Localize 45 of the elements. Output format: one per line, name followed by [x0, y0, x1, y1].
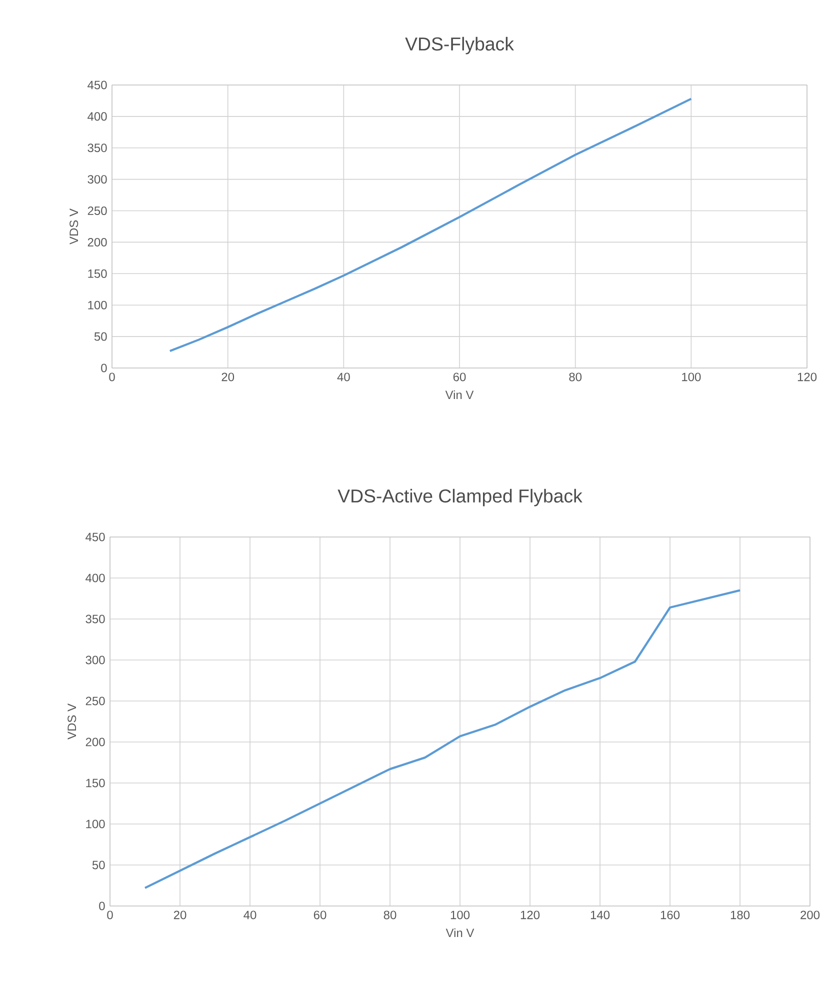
x-tick-label: 40: [244, 910, 256, 920]
chart-title: VDS-Active Clamped Flyback: [338, 488, 582, 506]
y-tick-label: 150: [88, 269, 107, 278]
x-axis-title: Vin V: [446, 928, 474, 938]
x-tick-label: 80: [569, 372, 582, 382]
y-tick-label: 300: [88, 175, 107, 184]
x-tick-label: 140: [590, 910, 610, 920]
y-tick-label: 50: [94, 332, 107, 341]
line-series: [168, 98, 692, 352]
x-axis-title: Vin V: [445, 390, 474, 400]
x-tick-label: 40: [337, 372, 350, 382]
y-tick-label: 250: [86, 696, 105, 706]
y-tick-label: 150: [86, 778, 105, 788]
x-tick-label: 120: [798, 372, 817, 382]
y-tick-label: 350: [88, 144, 107, 152]
y-tick-label: 200: [88, 238, 107, 246]
x-tick-label: 200: [800, 910, 820, 920]
chart-title: VDS-Flyback: [405, 36, 514, 54]
y-tick-label: 450: [86, 532, 105, 542]
y-tick-label: 0: [101, 364, 107, 372]
y-axis-title: VDS V: [68, 704, 76, 740]
x-tick-label: 0: [109, 372, 115, 382]
y-tick-label: 400: [88, 112, 107, 121]
x-tick-label: 20: [222, 372, 234, 382]
x-tick-label: 0: [107, 910, 113, 920]
y-tick-label: 450: [88, 80, 107, 90]
x-tick-label: 100: [682, 372, 701, 382]
y-tick-label: 350: [86, 614, 105, 624]
x-tick-label: 100: [450, 910, 470, 920]
x-tick-label: 20: [174, 910, 186, 920]
y-tick-label: 200: [86, 738, 105, 746]
y-tick-label: 50: [92, 860, 105, 870]
x-tick-label: 180: [730, 910, 750, 920]
y-tick-label: 300: [86, 656, 105, 664]
x-tick-label: 80: [384, 910, 396, 920]
x-tick-label: 60: [453, 372, 466, 382]
x-tick-label: 160: [660, 910, 680, 920]
x-tick-label: 120: [520, 910, 540, 920]
y-tick-label: 0: [99, 902, 105, 910]
y-tick-label: 400: [86, 574, 105, 582]
x-tick-label: 60: [314, 910, 326, 920]
y-tick-label: 250: [88, 206, 107, 216]
y-tick-label: 100: [86, 820, 105, 828]
y-axis-title: VDS V: [70, 208, 78, 244]
y-tick-label: 100: [88, 300, 107, 310]
